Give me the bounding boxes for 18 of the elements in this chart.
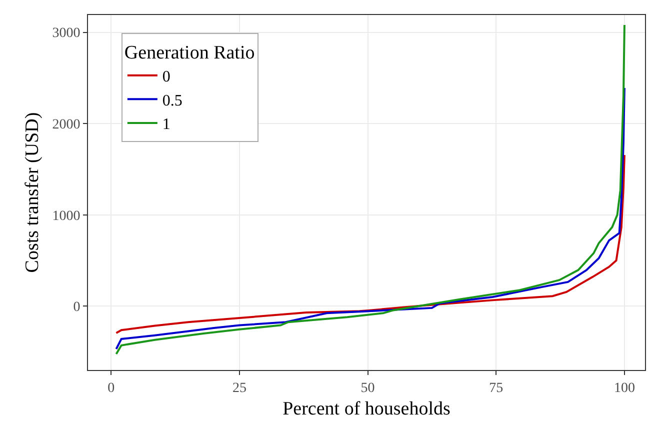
x-tick-label: 75 [489, 380, 504, 396]
legend-label: 0 [162, 68, 170, 86]
legend-label: 1 [162, 116, 170, 134]
y-tick-label: 3000 [52, 26, 80, 42]
x-axis-title: Percent of households [282, 398, 450, 420]
y-tick-label: 1000 [52, 208, 80, 224]
x-tick-label: 25 [232, 380, 246, 396]
y-tick-label: 0 [73, 300, 80, 316]
y-tick-label: 2000 [52, 118, 80, 132]
line-series [115, 154, 626, 334]
x-tick-label: 0 [108, 380, 115, 396]
x-tick-label: 50 [360, 380, 375, 396]
line-series [115, 24, 626, 356]
legend-label: 0.5 [162, 92, 182, 110]
y-axis-title: Costs transfer (USD) [22, 112, 44, 273]
x-tick-label: 100 [614, 380, 635, 396]
legend-title: Generation Ratio [124, 42, 255, 64]
line-series [115, 87, 626, 350]
